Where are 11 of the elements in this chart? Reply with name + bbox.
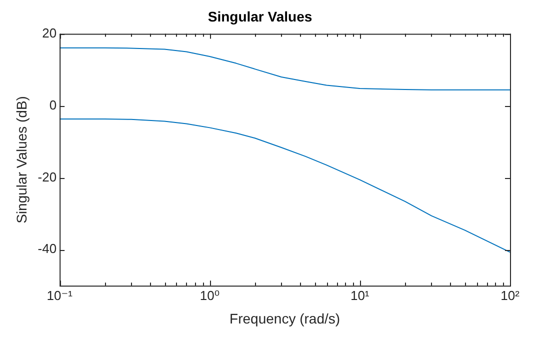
x-tick-label: 10⁻¹ xyxy=(46,288,74,303)
y-tick-label: -40 xyxy=(38,241,57,256)
y-tick-label: 0 xyxy=(49,97,57,112)
y-tick-label: -20 xyxy=(38,169,57,184)
x-tick-label: 10² xyxy=(500,288,520,303)
x-axis-title: Frequency (rad/s) xyxy=(230,310,340,326)
x-tick-label: 10⁰ xyxy=(200,288,220,303)
y-axis-title: Singular Values (dB) xyxy=(13,96,30,224)
x-tick-label: 10¹ xyxy=(350,288,370,303)
y-tick-label: 20 xyxy=(42,25,57,40)
chart-title: Singular Values xyxy=(208,8,312,24)
